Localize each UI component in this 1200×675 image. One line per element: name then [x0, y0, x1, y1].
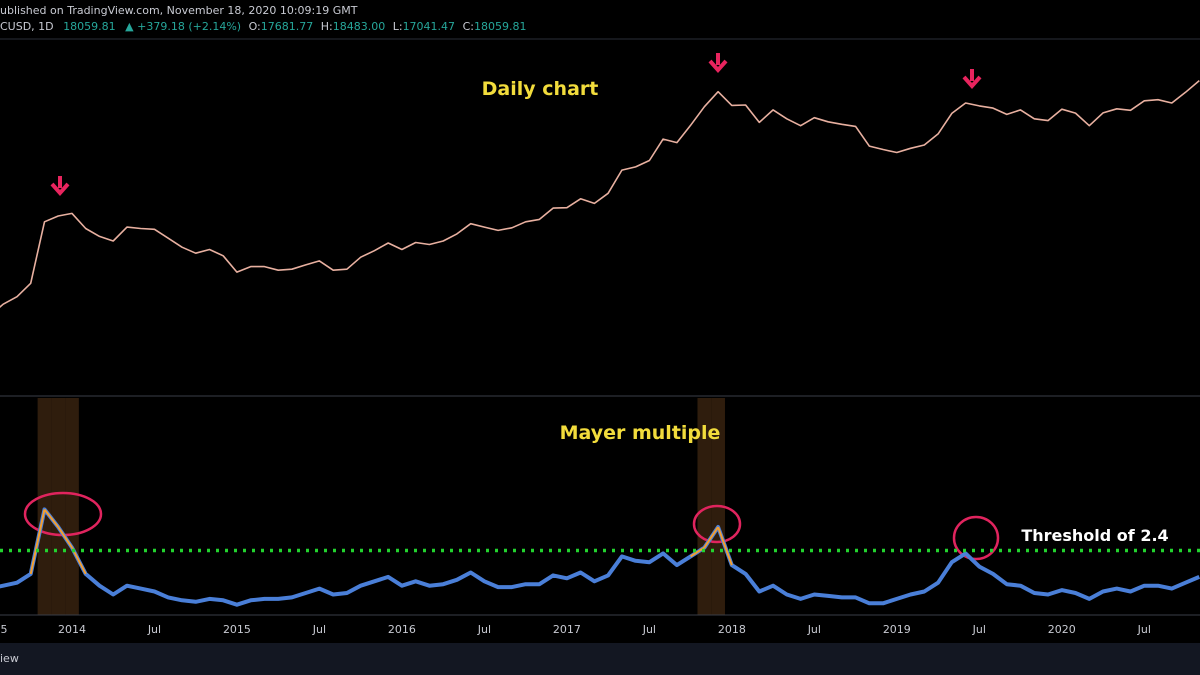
symbol: CUSD, 1D	[0, 20, 54, 33]
ohlc-label: C:	[463, 20, 474, 33]
x-tick-label: 2017	[553, 623, 581, 636]
ohlc-label: O:	[249, 20, 261, 33]
annotation: Daily chart	[482, 78, 599, 100]
change: ▲ +379.18 (+2.14%)	[125, 20, 241, 33]
annotation: Mayer multiple	[560, 422, 721, 444]
bottom-bar	[0, 643, 1200, 675]
footer-text: iew	[0, 652, 19, 665]
x-tick-label: Jul	[1137, 623, 1151, 636]
x-tick-label: 2016	[388, 623, 416, 636]
ohlc-value: 18059.81	[474, 20, 527, 33]
x-tick-label: Jul	[477, 623, 491, 636]
arrow	[708, 53, 728, 74]
circle	[952, 515, 1000, 561]
last-price: 18059.81	[63, 20, 116, 33]
published-line: ublished on TradingView.com, November 18…	[0, 4, 358, 17]
highlight-band	[65, 398, 79, 615]
arrow	[962, 69, 982, 90]
ohlc-value: 17681.77	[261, 20, 314, 33]
highlight-band	[51, 398, 66, 615]
x-tick-label: Jul	[147, 623, 161, 636]
x-tick-label: 2019	[883, 623, 911, 636]
above-threshold-segment	[703, 526, 719, 549]
threshold-label: Threshold of 2.4	[1021, 526, 1168, 545]
highlight-band	[37, 398, 52, 615]
above-threshold-segment	[43, 508, 60, 528]
above-threshold-segment	[717, 526, 733, 566]
ohlc-value: 17041.47	[403, 20, 456, 33]
ohlc-value: 18483.00	[333, 20, 386, 33]
circle	[692, 504, 742, 544]
x-tick-label: 5	[1, 623, 8, 636]
ohlc-label: L:	[393, 20, 403, 33]
x-tick-label: 2014	[58, 623, 86, 636]
above-threshold-segment	[57, 526, 73, 549]
x-tick-label: Jul	[972, 623, 986, 636]
ohlc-label: H:	[321, 20, 333, 33]
x-tick-label: 2015	[223, 623, 251, 636]
x-tick-label: 2020	[1048, 623, 1076, 636]
bands	[37, 398, 725, 615]
x-tick-label: Jul	[642, 623, 656, 636]
highlight-band	[697, 398, 712, 615]
x-tick-label: Jul	[807, 623, 821, 636]
x-tick-label: 2018	[718, 623, 746, 636]
highlight-circles	[23, 491, 1000, 561]
above-threshold-segment	[29, 509, 46, 575]
series-line	[0, 79, 1200, 309]
arrow	[50, 176, 70, 197]
x-tick-label: Jul	[312, 623, 326, 636]
symbol-line: CUSD, 1D 18059.81 ▲ +379.18 (+2.14%) O:1…	[0, 20, 526, 33]
peak-arrows	[50, 53, 982, 197]
series-line	[0, 507, 1200, 607]
